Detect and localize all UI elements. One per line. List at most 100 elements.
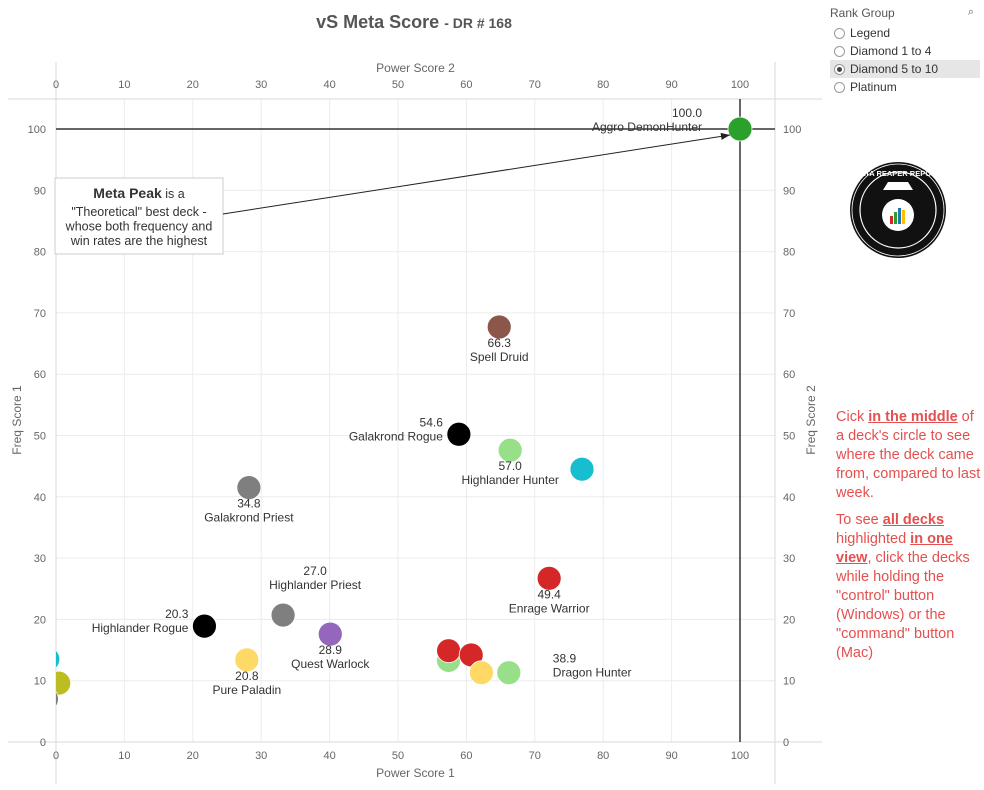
annotation-bold: Meta Peak — [93, 185, 162, 201]
point-value-label: 100.0 — [672, 106, 702, 120]
point-name-label: Quest Warlock — [291, 657, 370, 671]
radio-icon[interactable] — [834, 27, 845, 39]
point-value-label: 27.0 — [303, 564, 327, 578]
help-p1-a: Cick — [836, 409, 869, 425]
y-tick-label-left: 10 — [34, 676, 46, 688]
data-point-galakrond-rogue[interactable] — [446, 421, 472, 447]
x-tick-label-top: 100 — [731, 79, 749, 91]
data-point-galakrond-priest[interactable] — [236, 475, 262, 501]
x-tick-label-top: 30 — [255, 79, 267, 91]
x-tick-label-bottom: 90 — [665, 750, 677, 762]
x-tick-label-bottom: 60 — [460, 750, 472, 762]
chart-frame — [8, 62, 822, 784]
y-tick-label-right: 50 — [783, 431, 795, 443]
x-tick-label-top: 40 — [323, 79, 335, 91]
point-value-label: 49.4 — [537, 587, 561, 601]
y-axis-title-left: Freq Score 1 — [10, 385, 24, 455]
y-tick-label-right: 100 — [783, 124, 801, 136]
filter-title: Rank Group ⌕ — [830, 6, 980, 20]
help-p2-a: To see — [836, 512, 883, 528]
y-tick-label-right: 20 — [783, 614, 795, 626]
help-p2-bold-2: in one view — [836, 531, 953, 566]
page-title: vS Meta Score - DR # 168 — [0, 12, 828, 33]
help-paragraph-2: To see all decks highlighted in one view… — [836, 511, 981, 663]
x-tick-label-top: 50 — [392, 79, 404, 91]
filter-options: Legend Diamond 1 to 4 Diamond 5 to 10 Plati… — [830, 24, 980, 96]
point-name-label: Galakrond Priest — [204, 511, 294, 525]
annotation-arrow-head — [720, 132, 730, 140]
filter-option-label: Diamond 5 to 10 — [850, 62, 939, 76]
data-point-quest-warlock[interactable] — [317, 621, 343, 647]
chart-title-main: vS Meta Score — [316, 12, 440, 32]
y-tick-label-left: 50 — [34, 431, 46, 443]
help-paragraph-1: Cick in the middle of a deck's circle to… — [836, 408, 981, 503]
chart-title-sub: - DR # 168 — [444, 15, 512, 31]
point-name-label: Spell Druid — [470, 350, 529, 364]
annotation-line: win rates are the highest — [70, 234, 208, 248]
point-name-label: Highlander Priest — [269, 578, 362, 592]
filter-option-diamond-1-to-4[interactable]: Diamond 1 to 4 — [830, 42, 980, 60]
data-point-dragon-hunter[interactable] — [496, 660, 522, 686]
radio-icon[interactable] — [834, 63, 845, 75]
x-tick-label-bottom: 70 — [529, 750, 541, 762]
data-point[interactable] — [47, 670, 72, 696]
help-p2-c: , click the decks while holding the "con… — [836, 550, 970, 661]
data-point-highlander-priest[interactable] — [270, 602, 296, 628]
chart-points — [34, 116, 753, 711]
point-value-label: 28.9 — [319, 643, 343, 657]
reference-lines — [56, 99, 775, 742]
y-tick-label-left: 40 — [34, 492, 46, 504]
filter-option-label: Platinum — [850, 80, 897, 94]
data-point[interactable] — [34, 687, 59, 711]
point-name-label: Highlander Hunter — [461, 473, 558, 487]
y-tick-label-left: 20 — [34, 614, 46, 626]
data-point[interactable] — [436, 638, 462, 664]
x-tick-label-top: 0 — [53, 79, 59, 91]
y-tick-label-right: 10 — [783, 676, 795, 688]
data-point-highlander-rogue[interactable] — [192, 613, 217, 639]
x-tick-label-top: 70 — [529, 79, 541, 91]
y-tick-label-right: 90 — [783, 185, 795, 197]
y-tick-label-left: 90 — [34, 185, 46, 197]
search-icon[interactable]: ⌕ — [967, 6, 974, 18]
annotation-arrow-line — [222, 134, 731, 215]
x-tick-label-bottom: 20 — [187, 750, 199, 762]
point-value-label: 54.6 — [420, 415, 444, 429]
data-point[interactable] — [469, 660, 494, 686]
data-point-aggro-demonhunter[interactable] — [727, 116, 753, 142]
data-point[interactable] — [569, 456, 595, 482]
x-tick-label-bottom: 80 — [597, 750, 609, 762]
annotation-first-line: Meta Peak is a — [93, 185, 184, 201]
meta-peak-annotation: Meta Peak is a"Theoretical" best deck -w… — [54, 132, 731, 255]
data-point-spell-druid[interactable] — [486, 314, 512, 340]
x-tick-label-bottom: 50 — [392, 750, 404, 762]
x-tick-label-top: 10 — [118, 79, 130, 91]
rank-group-filter: Rank Group ⌕ Legend Diamond 1 to 4 Diamond… — [830, 6, 980, 96]
annotation-rest: is a — [162, 187, 185, 201]
y-tick-label-left: 0 — [40, 737, 46, 749]
data-point-enrage-warrior[interactable] — [536, 565, 562, 591]
x-tick-label-bottom: 30 — [255, 750, 267, 762]
help-p1-bold: in the middle — [868, 409, 958, 425]
point-value-label: 20.3 — [165, 607, 189, 621]
filter-option-platinum[interactable]: Platinum — [830, 78, 980, 96]
filter-option-diamond-5-to-10[interactable]: Diamond 5 to 10 — [830, 60, 980, 78]
reaper-logo-icon: DATA REAPER REPORT — [850, 162, 946, 258]
point-value-label: 38.9 — [553, 652, 577, 666]
y-tick-label-right: 70 — [783, 308, 795, 320]
data-point-pure-paladin[interactable] — [234, 647, 260, 673]
filter-title-text: Rank Group — [830, 6, 895, 20]
y-tick-label-left: 70 — [34, 308, 46, 320]
radio-icon[interactable] — [834, 81, 845, 93]
data-point-highlander-hunter[interactable] — [497, 437, 523, 463]
x-tick-label-bottom: 0 — [53, 750, 59, 762]
y-tick-label-left: 100 — [28, 124, 46, 136]
filter-option-legend[interactable]: Legend — [830, 24, 980, 42]
point-name-label: Enrage Warrior — [509, 601, 590, 615]
y-axis-title-right: Freq Score 2 — [804, 385, 818, 455]
y-tick-label-right: 80 — [783, 247, 795, 259]
x-axis-title-top: Power Score 2 — [376, 61, 455, 75]
data-point[interactable] — [36, 647, 61, 671]
radio-icon[interactable] — [834, 45, 845, 57]
y-tick-label-left: 60 — [34, 369, 46, 381]
